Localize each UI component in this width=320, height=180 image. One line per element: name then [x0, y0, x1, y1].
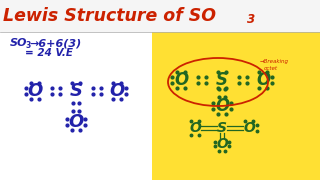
Text: octet: octet: [264, 66, 278, 71]
Text: 3: 3: [247, 13, 255, 26]
Text: O: O: [256, 71, 270, 89]
Text: O: O: [189, 121, 201, 135]
Bar: [152, 32, 320, 180]
Text: O: O: [216, 137, 228, 151]
Text: SO: SO: [10, 38, 28, 48]
Text: O: O: [109, 82, 124, 100]
Text: Lewis Structure of SO: Lewis Structure of SO: [3, 7, 216, 25]
Text: S: S: [69, 82, 83, 100]
Text: O: O: [174, 71, 188, 89]
Text: →6+6(3): →6+6(3): [29, 38, 81, 48]
Text: = 24 V.E: = 24 V.E: [25, 48, 73, 58]
Text: O: O: [243, 121, 255, 135]
Text: S: S: [216, 71, 228, 89]
Text: →Breaking: →Breaking: [260, 60, 289, 64]
Bar: [0, 0, 320, 32]
Text: O: O: [68, 113, 84, 131]
Text: 3: 3: [26, 42, 31, 51]
Text: O: O: [28, 82, 43, 100]
Text: S: S: [217, 121, 227, 135]
Text: O: O: [215, 97, 229, 115]
